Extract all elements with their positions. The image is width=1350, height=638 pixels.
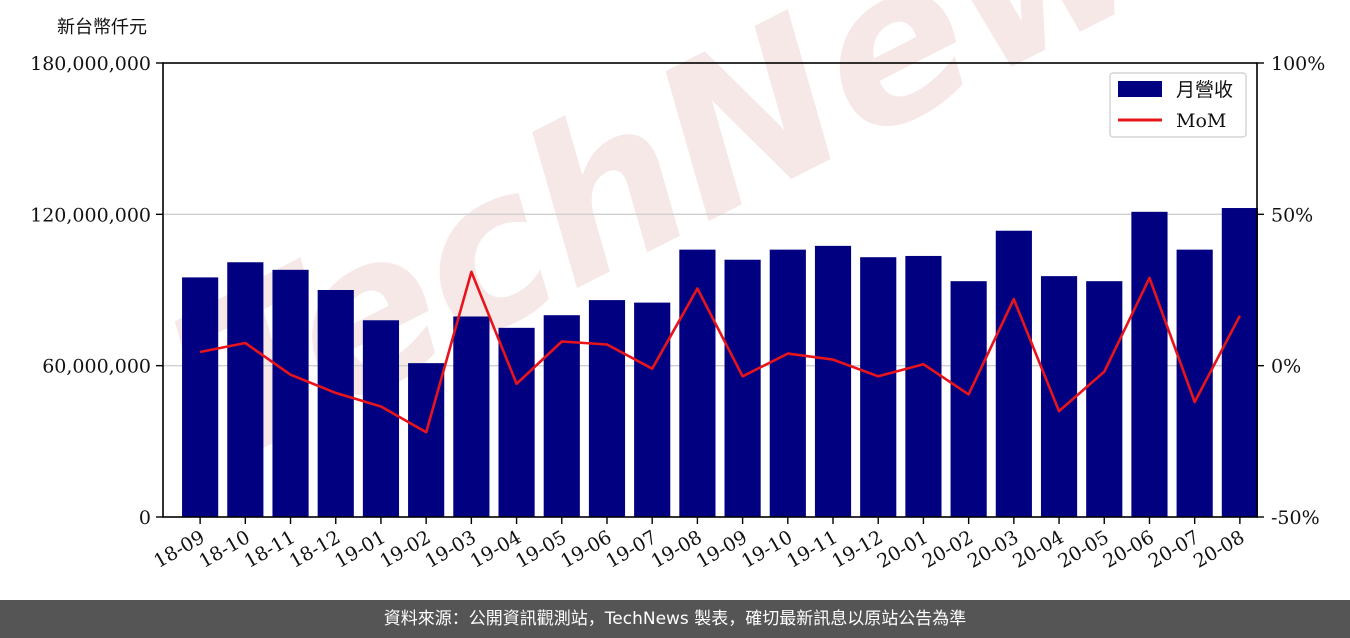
legend-label-line: MoM: [1176, 110, 1226, 132]
legend: 月營收 MoM: [1109, 72, 1247, 138]
source-footer: 資料來源：公開資訊觀測站，TechNews 製表，確切最新訊息以原站公告為準: [0, 600, 1350, 638]
bar: [543, 315, 580, 517]
x-tick-label: 20-05: [1054, 526, 1112, 572]
x-tick-label: 19-09: [693, 526, 751, 572]
right-axis: -50% 0% 50% 100%: [1257, 53, 1325, 529]
left-tick-label: 120,000,000: [30, 204, 151, 226]
bar: [317, 290, 354, 517]
bar: [769, 249, 806, 517]
unit-label: 新台幣仟元: [57, 17, 147, 38]
x-tick-label: 20-04: [1009, 526, 1067, 572]
right-tick-label: 0%: [1271, 356, 1301, 378]
bar: [1086, 281, 1123, 517]
x-tick-label: 19-10: [738, 526, 796, 572]
x-tick-label: 20-02: [919, 526, 977, 572]
x-tick-label: 18-11: [241, 526, 299, 572]
bar: [995, 230, 1032, 517]
bar: [905, 255, 942, 517]
x-tick-label: 18-12: [286, 526, 344, 572]
x-tick-label: 18-10: [195, 526, 253, 572]
bar: [814, 245, 852, 517]
x-tick-label: 20-01: [873, 526, 931, 572]
bar: [1221, 208, 1258, 517]
bar: [679, 249, 716, 517]
right-tick-label: -50%: [1271, 507, 1320, 529]
line-series: [199, 270, 1242, 434]
x-tick-label: 19-08: [647, 526, 705, 572]
bar: [588, 300, 626, 517]
bar: [498, 327, 535, 517]
plot-border: [162, 62, 1258, 518]
legend-label-bar: 月營收: [1176, 79, 1233, 101]
bar: [1176, 249, 1213, 517]
bar: [724, 259, 761, 517]
chart: TechNews 060,000,000120,000,000180,000,0…: [30, 0, 1325, 573]
x-tick-label: 19-02: [376, 526, 434, 572]
bar-series: [182, 208, 1258, 518]
x-tick-label: 19-03: [421, 526, 479, 572]
bar: [950, 281, 987, 517]
legend-swatch-bar: [1118, 81, 1162, 97]
x-tick-label: 20-07: [1145, 526, 1203, 572]
x-tick-label: 19-05: [512, 526, 570, 572]
x-tick-label: 19-04: [467, 526, 525, 572]
x-tick-label: 19-07: [602, 526, 660, 572]
left-axis: 0 60,000,000 120,000,000 180,000,000: [30, 53, 163, 529]
left-tick-label: 180,000,000: [30, 53, 151, 75]
x-tick-label: 19-12: [828, 526, 886, 572]
x-tick-label: 20-06: [1100, 526, 1158, 572]
x-tick-label: 20-03: [964, 526, 1022, 572]
x-tick-label: 19-11: [783, 526, 841, 572]
source-text: 資料來源：公開資訊觀測站，TechNews 製表，確切最新訊息以原站公告為準: [383, 609, 967, 629]
left-tick-label: 0: [139, 507, 151, 529]
bar: [182, 277, 219, 517]
bar: [227, 262, 264, 517]
bar: [1040, 276, 1078, 517]
bar: [860, 257, 897, 517]
x-tick-label: 18-09: [150, 526, 208, 572]
x-tick-label: 19-01: [331, 526, 389, 572]
bar: [634, 302, 671, 517]
bar: [362, 320, 400, 517]
mom-line: [199, 270, 1242, 434]
bar: [272, 269, 309, 517]
bar: [453, 316, 490, 517]
x-tick-label: 20-08: [1190, 526, 1248, 572]
bar: [1131, 211, 1168, 518]
plot-frame: [162, 62, 1258, 518]
x-axis: 18-0918-1018-1118-1219-0119-0219-0319-04…: [150, 517, 1248, 573]
left-tick-label: 60,000,000: [42, 356, 151, 378]
right-tick-label: 50%: [1271, 204, 1313, 226]
right-tick-label: 100%: [1271, 53, 1325, 75]
x-tick-label: 19-06: [557, 526, 615, 572]
